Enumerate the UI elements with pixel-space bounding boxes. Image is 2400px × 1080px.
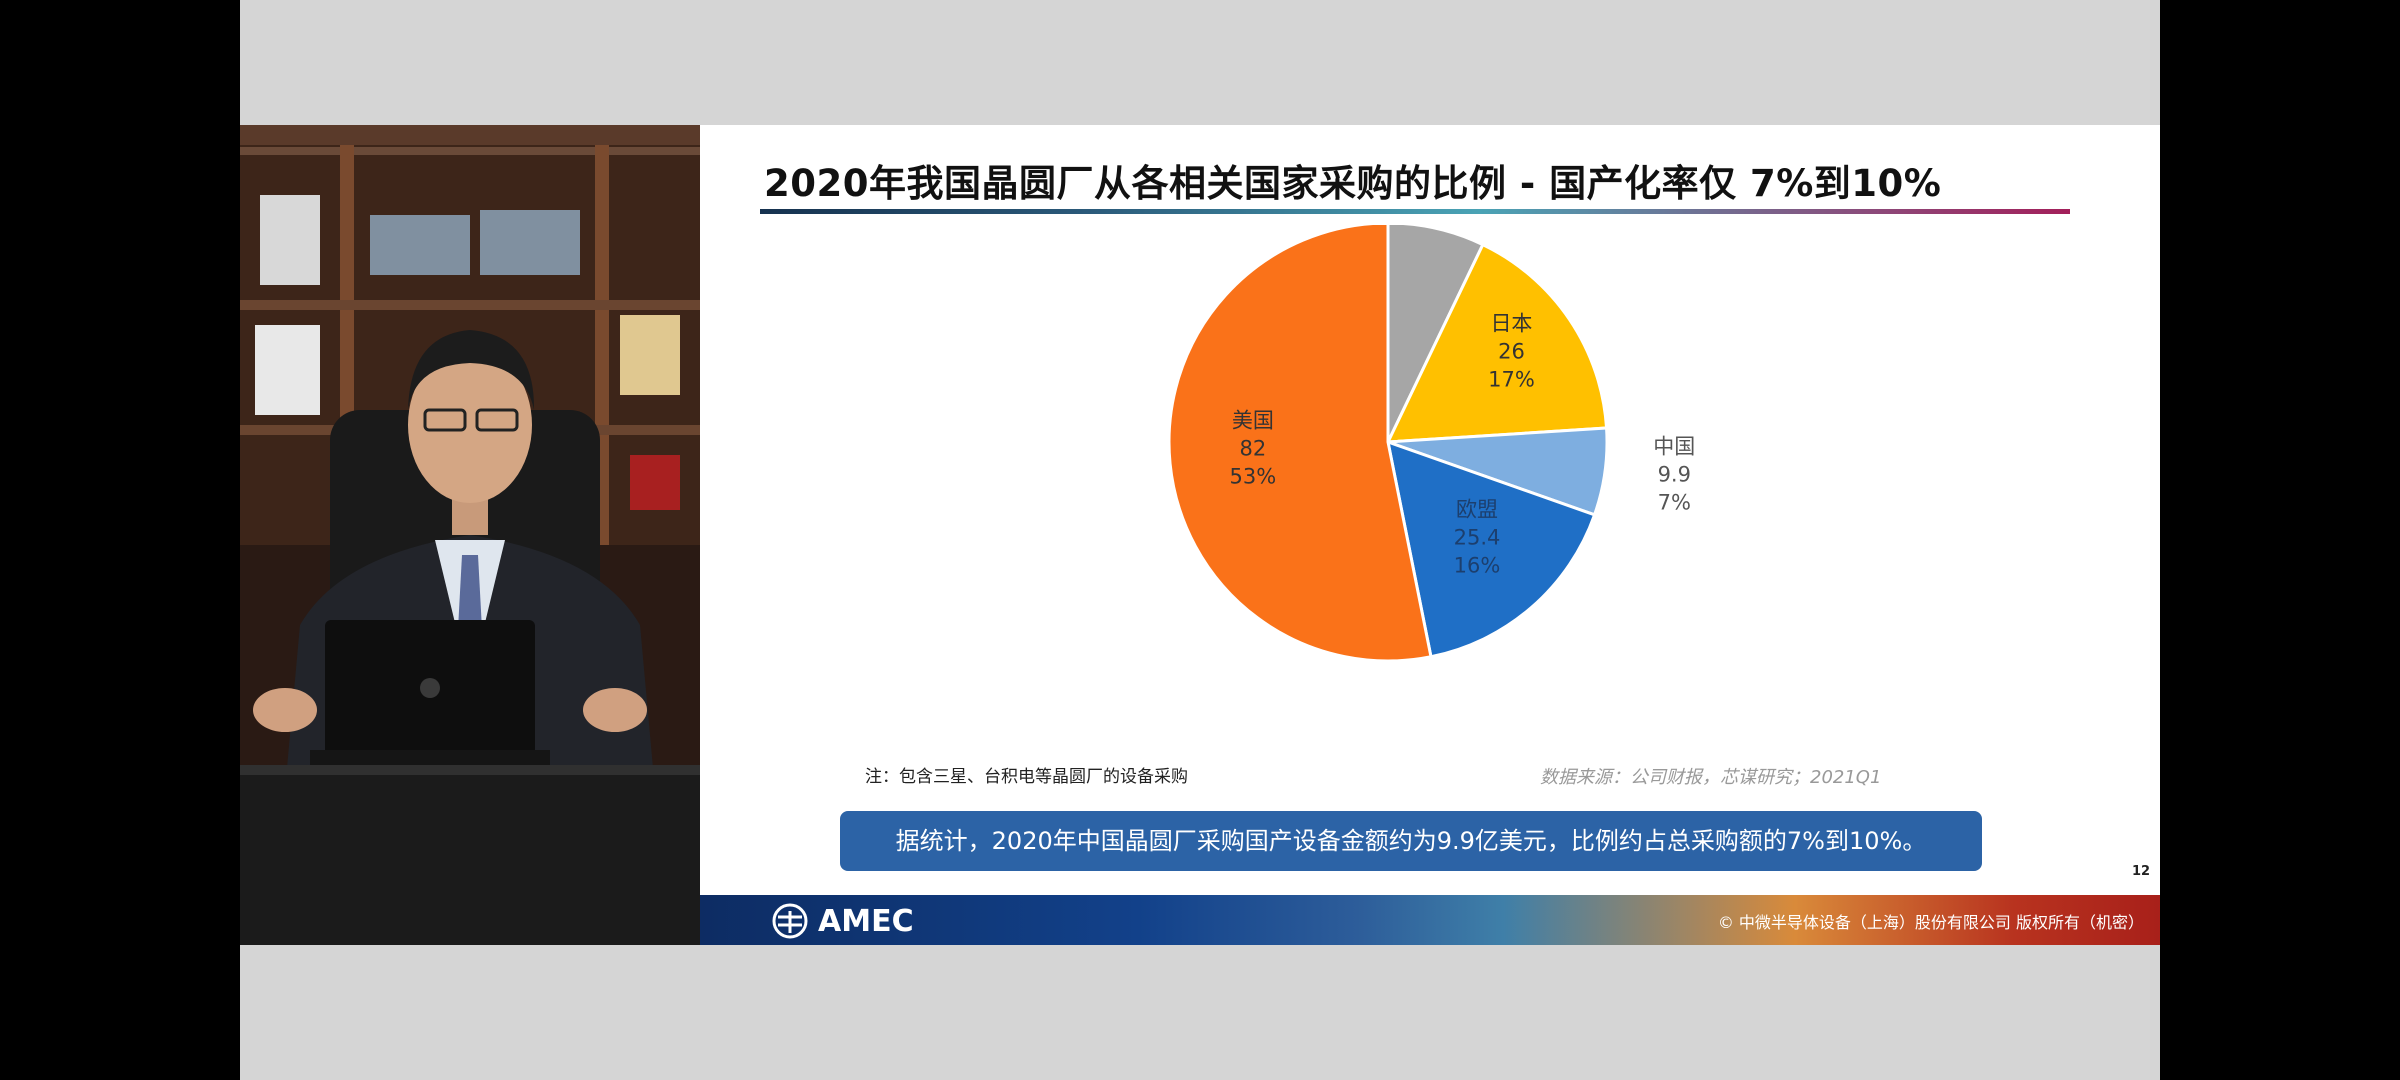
presentation-stage: 2020年我国晶圆厂从各相关国家采购的比例 - 国产化率仅 7%到10% 其他1… [240,125,2160,945]
pie-label-0: 其他117% [1423,225,1465,227]
speaker-video-frame [240,125,700,945]
presentation-slide: 2020年我国晶圆厂从各相关国家采购的比例 - 国产化率仅 7%到10% 其他1… [700,125,2160,945]
screen-frame: 2020年我国晶圆厂从各相关国家采购的比例 - 国产化率仅 7%到10% 其他1… [240,0,2160,1080]
pie-label-1: 日本 26 17% [1488,312,1535,392]
amec-logo: AMEC [770,903,914,939]
speaker-video [240,125,700,945]
copyright-notice: © 中微半导体设备（上海）股份有限公司 版权所有（机密） [1717,913,2144,932]
title-underline [760,209,2070,214]
footnote: 注：包含三星、台积电等晶圆厂的设备采购 [865,767,1188,787]
amec-logo-icon [772,903,808,939]
page-number: 12 [2132,864,2151,879]
logo-text: AMEC [818,903,914,939]
slide-title: 2020年我国晶圆厂从各相关国家采购的比例 - 国产化率仅 7%到10% [764,162,1942,205]
summary-banner: 据统计，2020年中国晶圆厂采购国产设备金额约为9.9亿美元，比例约占总采购额的… [840,811,1982,871]
pie-label-3: 欧盟 25.4 16% [1454,498,1501,578]
pie-slice-1 [1385,242,1609,444]
pie-slice-4 [1167,225,1433,663]
pie-label-4: 美国 82 53% [1230,408,1277,488]
data-source: 数据来源：公司财报，芯谋研究；2021Q1 [1540,767,1882,788]
pie-slice-3 [1386,439,1597,659]
pie-label-2: 中国 9.9 7% [1653,435,1695,515]
slide-footer: AMEC © 中微半导体设备（上海）股份有限公司 版权所有（机密） [700,895,2160,945]
